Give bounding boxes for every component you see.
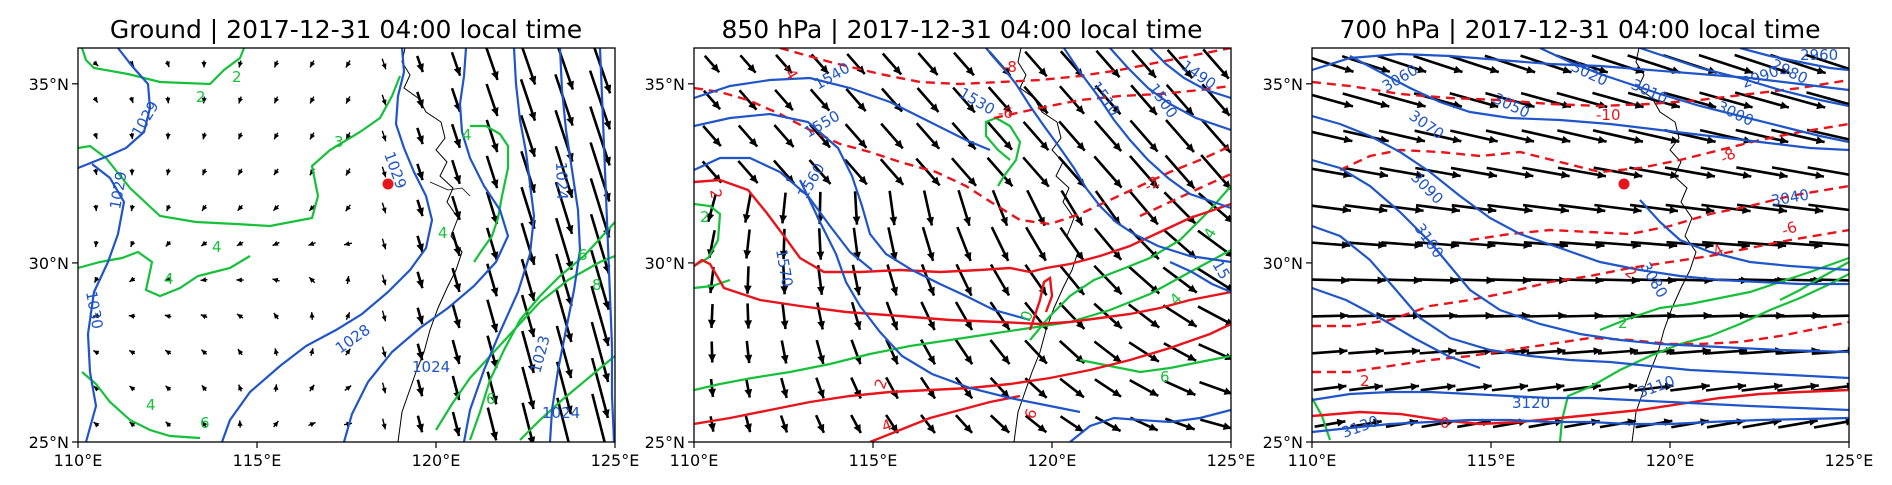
y-tick-label: 25°N <box>645 433 685 452</box>
contour-label-blue: 3110 <box>1635 372 1677 402</box>
map-frame <box>77 47 616 443</box>
contour-label-red: -2 <box>1141 172 1163 195</box>
x-tick-label: 110°E <box>670 451 719 470</box>
contour-label-red: -8 <box>1717 144 1739 167</box>
contour-label-green: 2 <box>700 208 710 226</box>
x-tick-label: 120°E <box>1646 451 1695 470</box>
y-tick-label: 35°N <box>1263 75 1303 94</box>
y-tick-label: 30°N <box>1263 254 1303 273</box>
panel-title: Ground | 2017-12-31 04:00 local time <box>110 15 582 44</box>
pressure-contours <box>694 48 1231 442</box>
contour-label-green: 6 <box>1160 368 1170 386</box>
contour-label-blue: 1570 <box>772 248 796 289</box>
humidity-contours <box>694 116 1231 392</box>
contour-label-red: -10 <box>1596 106 1621 124</box>
map-frame <box>1311 47 1850 443</box>
contour-label-blue: 1023 <box>526 333 553 375</box>
x-tick-label: 125°E <box>1825 451 1874 470</box>
x-tick-label: 125°E <box>1207 451 1256 470</box>
contour-label-blue: 1560 <box>794 160 829 202</box>
x-tick-label: 115°E <box>849 451 898 470</box>
map-panel-ground: Ground | 2017-12-31 04:00 local time <box>29 15 640 470</box>
contour-label-blue: 3040 <box>1770 186 1811 210</box>
coastline <box>1013 48 1079 442</box>
panel-title: 850 hPa | 2017-12-31 04:00 local time <box>721 15 1202 44</box>
x-tick-label: 110°E <box>54 451 103 470</box>
contour-label-red: 2 <box>706 188 725 201</box>
map-panel-850hpa: 850 hPa | 2017-12-31 04:00 local time <box>645 15 1256 470</box>
x-tick-label: 125°E <box>591 451 640 470</box>
contour-label-green: 4 <box>146 396 156 414</box>
axis-ticks: 110°E 115°E 120°E 125°E 25°N 30°N 35°N <box>1263 75 1874 470</box>
contour-label-blue: 1028 <box>332 321 374 358</box>
contour-label-blue: 2960 <box>1800 46 1838 64</box>
contour-label-blue: 1029 <box>128 98 163 140</box>
pressure-contours <box>78 48 615 442</box>
y-tick-label: 35°N <box>645 75 685 94</box>
contour-label-blue: 3020 <box>1568 57 1610 89</box>
wind-vectors <box>701 48 1231 434</box>
x-tick-label: 120°E <box>1028 451 1077 470</box>
contour-label-red: 6 <box>1021 406 1041 421</box>
contour-label-green: 6 <box>486 390 496 408</box>
contour-label-blue: 3120 <box>1512 394 1550 412</box>
contour-label-blue: 3130 <box>1339 412 1381 442</box>
map-layers: 1029 1029 1029 1030 1028 1024 1024 1023 … <box>78 48 615 442</box>
axis-ticks: 110°E 115°E 120°E 125°E 25°N 30°N 35°N <box>29 75 640 470</box>
contour-label-blue: 1510 <box>1087 78 1124 120</box>
contour-label-red: -6 <box>1779 218 1799 240</box>
temperature-contours <box>1312 388 1849 426</box>
contour-label-green: 2 <box>232 68 242 86</box>
y-tick-label: 25°N <box>29 433 69 452</box>
contour-label-blue: 1029 <box>106 170 130 211</box>
axis-ticks: 110°E 115°E 120°E 125°E 25°N 30°N 35°N <box>645 75 1256 470</box>
contour-label-blue: 1500 <box>1145 80 1182 122</box>
y-tick-label: 35°N <box>29 75 69 94</box>
contour-label-red: 0 <box>1440 414 1450 432</box>
contour-label-blue: 3090 <box>1407 168 1447 208</box>
x-tick-label: 115°E <box>1467 451 1516 470</box>
contour-label-green: 3 <box>334 133 344 151</box>
contour-label-red: -6 <box>998 104 1013 122</box>
contour-label-green: 0 <box>1017 308 1037 323</box>
contour-label-blue: 1024 <box>542 404 580 422</box>
x-tick-label: 110°E <box>1288 451 1337 470</box>
map-layers: 1540 1530 1510 1500 1490 1550 1560 1570 … <box>694 48 1231 442</box>
map-frame <box>693 47 1232 443</box>
contour-label-green: 4 <box>1200 225 1220 242</box>
wind-vectors <box>1312 53 1849 429</box>
contour-label-green: 8 <box>592 276 602 294</box>
humidity-contours <box>78 48 615 441</box>
contour-label-green: 4 <box>164 270 174 288</box>
contour-label-green: 2 <box>1618 314 1628 332</box>
contour-label-blue: 1024 <box>552 162 571 201</box>
coastline <box>397 48 463 442</box>
contour-label-blue: 1030 <box>82 290 106 331</box>
station-marker <box>382 178 394 190</box>
x-tick-label: 120°E <box>412 451 461 470</box>
contour-label-red: 2 <box>1360 372 1370 390</box>
temperature-contours-negative <box>694 48 1231 226</box>
pressure-contours <box>1312 48 1849 434</box>
y-tick-label: 25°N <box>1263 433 1303 452</box>
panel-title: 700 hPa | 2017-12-31 04:00 local time <box>1339 15 1820 44</box>
contour-label-green: 4 <box>462 126 472 144</box>
map-panel-700hpa: 700 hPa | 2017-12-31 04:00 local time <box>1263 15 1874 470</box>
contour-label-blue: 1024 <box>412 358 450 376</box>
x-tick-label: 115°E <box>233 451 282 470</box>
contour-label-red: -8 <box>1002 58 1017 76</box>
map-layers: 3060 3070 3050 3020 3010 2990 2980 2960 … <box>1312 46 1849 442</box>
contour-label-green: 2 <box>196 88 206 106</box>
y-tick-label: 30°N <box>29 254 69 273</box>
y-tick-label: 30°N <box>645 254 685 273</box>
contour-label-green: 4 <box>212 238 222 256</box>
contour-label-green: 6 <box>200 414 210 432</box>
station-marker <box>1618 178 1630 190</box>
contour-label-green: 6 <box>578 246 588 264</box>
wind-vectors <box>92 48 612 442</box>
contour-label-green: 4 <box>438 224 448 242</box>
